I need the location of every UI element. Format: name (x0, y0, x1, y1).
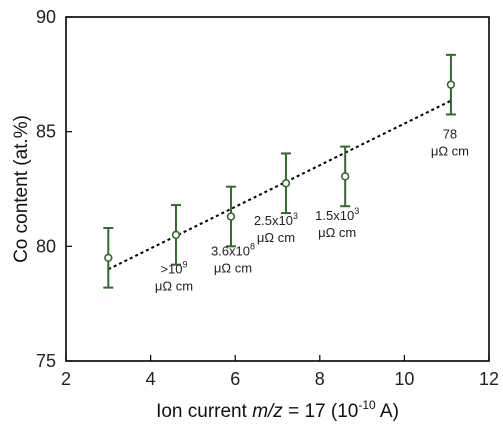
y-tick-label: 80 (36, 236, 56, 256)
resistivity-unit: μΩ cm (257, 230, 295, 245)
data-point (173, 231, 180, 238)
plot-frame-layer (66, 17, 489, 361)
data-point (448, 81, 455, 88)
resistivity-label: 2.5x103 (254, 211, 298, 228)
x-tick-label: 10 (394, 369, 414, 389)
x-tick-label: 6 (230, 369, 240, 389)
y-tick-label: 90 (36, 7, 56, 27)
data-point (283, 180, 290, 187)
x-tick-label: 2 (61, 369, 71, 389)
ticks-layer: 2 4 6 8 10 12 75 80 85 90 (36, 7, 499, 389)
resistivity-label: 78 (443, 126, 457, 141)
resistivity-label: 3.6x108 (211, 241, 255, 258)
resistivity-label: >109 (160, 260, 187, 277)
resistivity-unit: μΩ cm (318, 225, 356, 240)
resistivity-unit: μΩ cm (155, 279, 193, 294)
y-tick-label: 85 (36, 122, 56, 142)
y-tick-label: 75 (36, 351, 56, 371)
resistivity-label: 1.5x103 (315, 206, 359, 223)
x-tick-label: 8 (315, 369, 325, 389)
errorbar-layer (103, 55, 456, 288)
plot-frame (66, 17, 489, 361)
y-axis-title: Co content (at.%) (11, 115, 32, 263)
data-point (228, 213, 235, 220)
x-axis-title: Ion current m/z = 17 (10-10 A) (156, 398, 399, 422)
x-tick-label: 12 (479, 369, 499, 389)
data-point (105, 254, 112, 261)
data-point (342, 173, 349, 180)
x-tick-label: 4 (146, 369, 156, 389)
resistivity-unit: μΩ cm (214, 260, 252, 275)
resistivity-unit: μΩ cm (431, 143, 469, 158)
